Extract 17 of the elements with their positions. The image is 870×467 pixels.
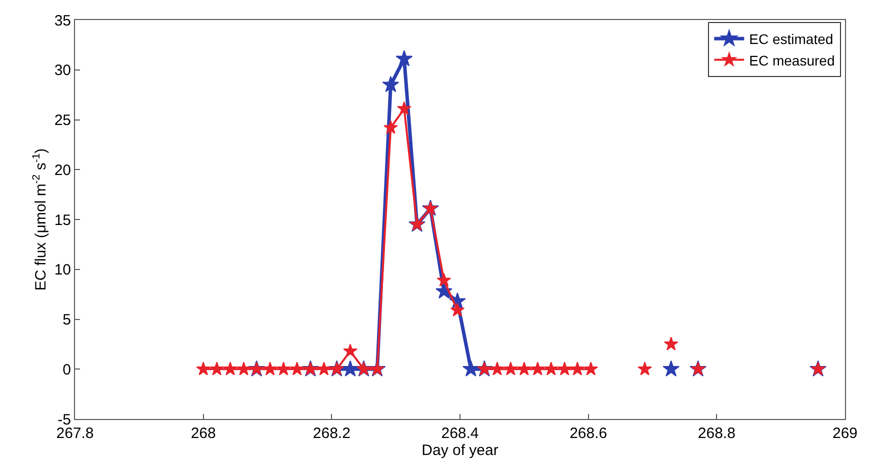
y-tick-label: 5: [62, 312, 71, 328]
legend-label: EC estimated: [749, 31, 834, 48]
x-tick-label: 268.6: [570, 425, 608, 442]
y-tick-label: 25: [54, 112, 71, 129]
y-tick-label: 10: [54, 262, 71, 279]
x-tick-label: 268.4: [441, 425, 479, 442]
x-axis-title: Day of year: [422, 442, 498, 459]
y-tick-label: 15: [54, 212, 71, 229]
y-tick-label: 0: [62, 361, 71, 378]
legend-label: EC measured: [749, 52, 835, 68]
x-tick-label: 268.8: [698, 425, 736, 442]
x-tick-label: 269: [832, 425, 858, 442]
x-tick-label: 268.2: [312, 425, 350, 442]
y-tick-label: 30: [54, 62, 71, 80]
y-tick-label: 20: [54, 162, 71, 179]
x-tick-label: 268: [190, 425, 216, 442]
y-tick-label: 35: [54, 12, 71, 30]
